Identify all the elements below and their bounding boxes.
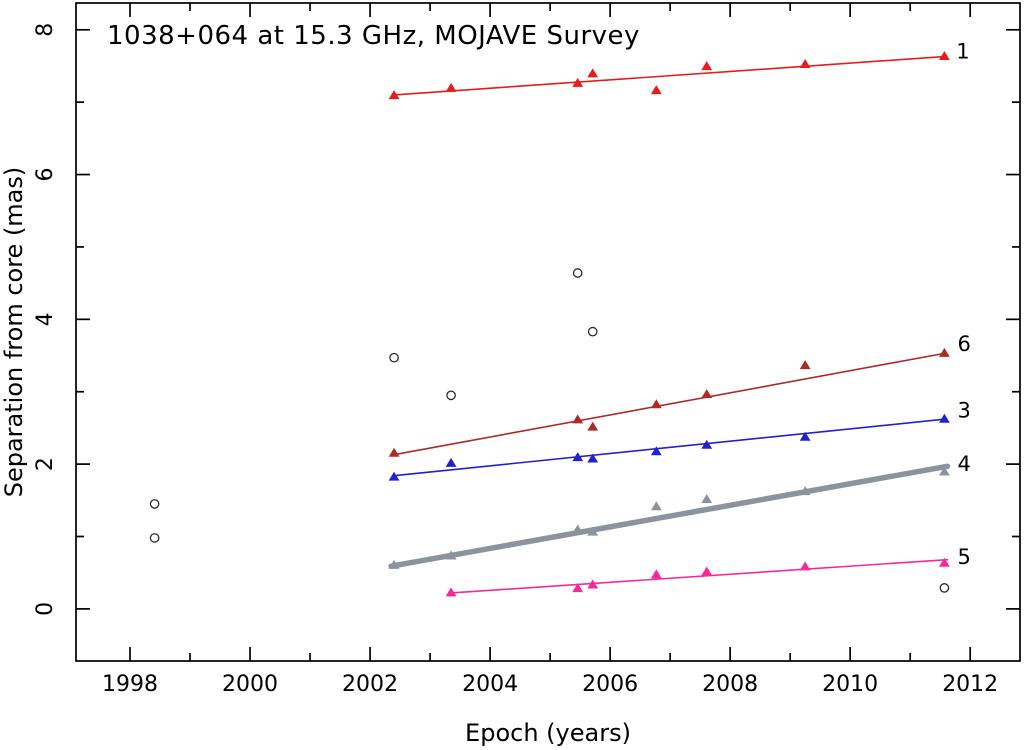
triangle-marker-component-4	[701, 494, 713, 504]
triangle-marker-component-5	[799, 561, 811, 571]
x-tick-label: 2002	[342, 672, 398, 697]
label-component-1: 1	[956, 39, 969, 63]
triangle-marker-component-1	[650, 85, 662, 95]
fit-lines	[388, 55, 951, 594]
open-circle-marker-unidentified	[389, 352, 399, 363]
fit-line-component-5	[450, 558, 949, 594]
fit-line-component-6	[393, 352, 946, 456]
triangle-marker-component-5	[938, 557, 950, 567]
triangle-marker-component-4	[587, 526, 599, 536]
triangle-marker-component-3	[388, 471, 400, 481]
triangle-marker-component-6	[587, 421, 599, 431]
triangle-marker-component-1	[445, 82, 457, 92]
triangle-marker-component-3	[587, 453, 599, 463]
y-tick-label: 8	[33, 23, 58, 37]
triangle-marker-component-6	[799, 360, 811, 370]
triangle-marker-component-5	[587, 579, 599, 589]
triangle-marker-component-6	[572, 414, 584, 424]
x-axis-title: Epoch (years)	[465, 719, 631, 747]
triangle-marker-component-6	[388, 447, 400, 457]
triangle-marker-component-1	[572, 77, 584, 87]
y-axis-title: Separation from core (mas)	[0, 167, 28, 498]
triangle-marker-component-4	[445, 550, 457, 560]
triangle-marker-component-5	[701, 566, 713, 576]
triangle-marker-component-4	[388, 559, 400, 569]
label-component-5: 5	[958, 545, 971, 569]
triangle-marker-component-3	[572, 452, 584, 462]
triangle-marker-component-5	[445, 587, 457, 597]
open-circle-marker-unidentified	[446, 390, 456, 401]
label-component-3: 3	[958, 399, 971, 423]
x-tick-label: 1998	[102, 672, 158, 697]
triangle-marker-component-4	[572, 524, 584, 534]
y-tick-label: 6	[33, 168, 58, 182]
triangle-marker-component-1	[938, 51, 950, 61]
x-tick-label: 2004	[462, 672, 518, 697]
plot-frame	[75, 2, 1021, 662]
triangle-marker-component-3	[938, 413, 950, 423]
triangle-marker-component-3	[799, 431, 811, 441]
triangle-marker-component-4	[799, 486, 811, 496]
open-circle-marker-unidentified	[149, 499, 160, 509]
triangle-marker-component-5	[572, 583, 584, 593]
triangle-marker-component-5	[650, 569, 662, 579]
triangle-marker-component-3	[650, 446, 662, 456]
x-tick-label: 2010	[822, 672, 878, 697]
x-tick-label: 2000	[222, 672, 278, 697]
component-labels: 1 6 3 4 5	[956, 39, 971, 568]
label-component-4: 4	[958, 452, 971, 476]
triangle-marker-component-1	[701, 61, 713, 71]
triangle-marker-component-1	[799, 59, 811, 69]
axes-frame-and-ticks: 1998 2000 2002 2004 2006 2008 2010 2012 0 2 4 6 8	[33, 2, 1021, 697]
data-point-markers	[149, 51, 950, 597]
triangle-marker-component-4	[938, 466, 950, 476]
label-component-6: 6	[958, 332, 971, 356]
x-tick-label: 2006	[582, 672, 638, 697]
open-circle-marker-unidentified	[149, 533, 160, 543]
triangle-marker-component-6	[938, 347, 950, 357]
triangle-marker-component-4	[650, 501, 662, 511]
open-circle-marker-unidentified	[587, 326, 598, 337]
fit-line-component-1	[393, 55, 946, 96]
x-tick-label: 2012	[942, 672, 998, 697]
open-circle-marker-unidentified	[572, 268, 583, 278]
chart-title: 1038+064 at 15.3 GHz, MOJAVE Survey	[107, 21, 640, 51]
x-tick-label: 2008	[702, 672, 758, 697]
y-tick-label: 2	[33, 457, 58, 471]
triangle-marker-component-1	[587, 68, 599, 78]
open-circle-marker-unidentified	[939, 583, 950, 593]
triangle-marker-component-1	[388, 90, 400, 100]
fit-line-component-4	[388, 463, 951, 569]
y-tick-label: 0	[33, 602, 58, 616]
triangle-marker-component-3	[445, 457, 457, 467]
triangle-marker-component-6	[701, 389, 713, 399]
fit-line-component-3	[393, 418, 946, 477]
y-tick-label: 4	[33, 312, 58, 326]
triangle-marker-component-3	[701, 439, 713, 449]
triangle-marker-component-6	[650, 399, 662, 409]
